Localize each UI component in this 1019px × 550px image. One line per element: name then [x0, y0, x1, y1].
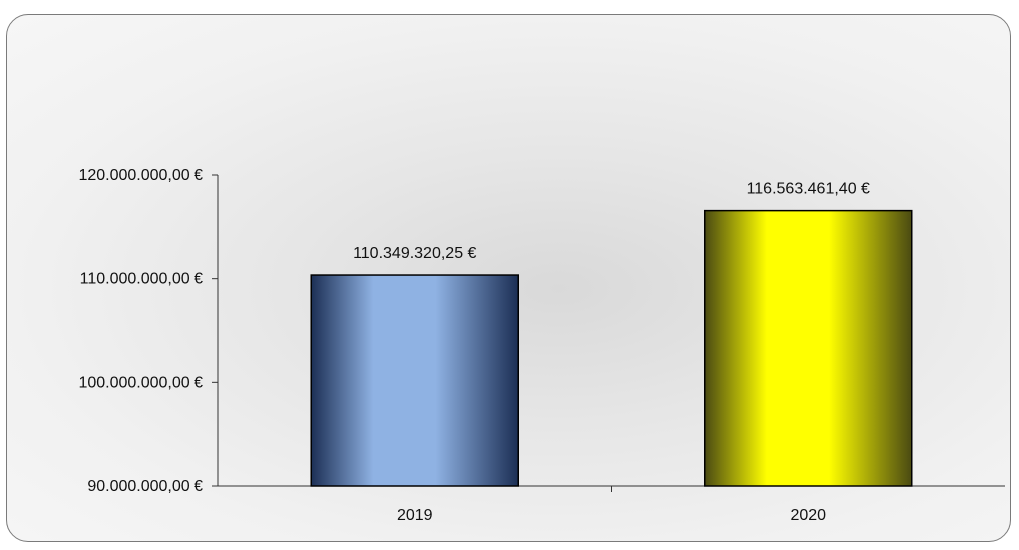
- y-tick-label: 120.000.000,00 €: [78, 167, 203, 184]
- labels: 90.000.000,00 € 100.000.000,00 € 110.000.0…: [78, 167, 870, 524]
- data-label-2020: 116.563.461,40 €: [747, 181, 870, 198]
- chart-frame: 90.000.000,00 € 100.000.000,00 € 110.000.0…: [6, 14, 1011, 542]
- data-label-2019: 110.349.320,25 €: [353, 245, 476, 262]
- y-tick-label: 110.000.000,00 €: [80, 271, 203, 288]
- x-tick-label-2019: 2019: [397, 507, 433, 524]
- bar-2020: [704, 209, 913, 487]
- y-tick-label: 90.000.000,00 €: [87, 478, 203, 495]
- bar-2019: [310, 274, 519, 487]
- y-tick-label: 100.000.000,00 €: [78, 374, 203, 391]
- x-tick-label-2020: 2020: [790, 507, 826, 524]
- bar-chart: 90.000.000,00 € 100.000.000,00 € 110.000.0…: [78, 167, 1005, 524]
- bars: [310, 209, 913, 487]
